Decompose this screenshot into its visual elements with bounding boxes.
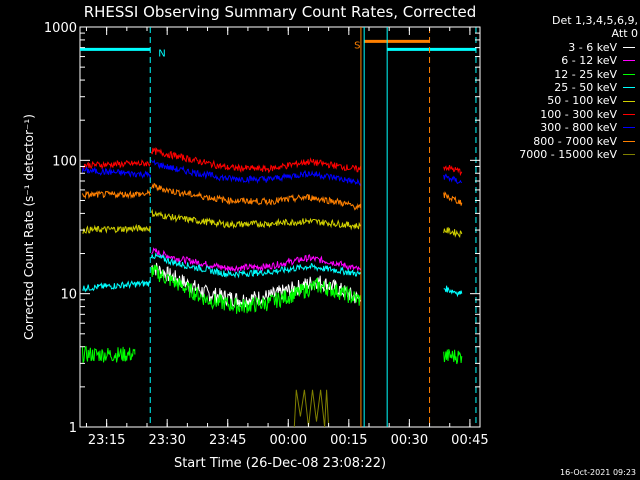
legend-entry-label: 50 - 100 keV bbox=[547, 94, 617, 108]
series-line-2-seg-2 bbox=[443, 349, 463, 365]
series-line-8-seg-0 bbox=[293, 389, 330, 428]
legend-swatch bbox=[623, 127, 635, 129]
y-tick-label-1: 10 bbox=[60, 288, 77, 303]
chart-title: RHESSI Observing Summary Count Rates, Co… bbox=[84, 3, 477, 21]
series-line-6-seg-1 bbox=[150, 159, 361, 187]
legend-entry-label: 100 - 300 keV bbox=[540, 107, 617, 121]
series-line-5-seg-2 bbox=[443, 164, 463, 177]
legend-swatch bbox=[623, 73, 635, 75]
x-tick-label-3: 00:00 bbox=[270, 433, 307, 448]
legend-swatch bbox=[623, 100, 635, 102]
x-tick-label-6: 00:45 bbox=[451, 433, 488, 448]
legend-entry-label: 6 - 12 keV bbox=[561, 54, 617, 68]
legend-swatch bbox=[623, 154, 635, 156]
legend-entry: 3 - 6 keV bbox=[480, 41, 638, 54]
series-line-5-seg-1 bbox=[150, 147, 361, 174]
flag-label-s: S bbox=[354, 40, 360, 51]
series-line-4-seg-1 bbox=[150, 208, 361, 231]
x-tick-label-4: 00:15 bbox=[330, 433, 367, 448]
legend-swatch bbox=[623, 47, 635, 49]
legend-entry-label: 3 - 6 keV bbox=[568, 40, 617, 54]
x-tick-label-2: 23:45 bbox=[209, 433, 246, 448]
legend-entry: 6 - 12 keV bbox=[480, 54, 638, 67]
series-line-0-seg-0 bbox=[151, 262, 361, 308]
legend: Det 1,3,4,5,6,9, Att 0 3 - 6 keV 6 - 12 k… bbox=[480, 14, 638, 161]
legend-swatch bbox=[623, 87, 635, 89]
legend-entry: 800 - 7000 keV bbox=[480, 135, 638, 148]
legend-swatch bbox=[623, 140, 635, 142]
legend-entry-label: 800 - 7000 keV bbox=[533, 134, 617, 148]
legend-entry: 100 - 300 keV bbox=[480, 108, 638, 121]
series-line-5-seg-0 bbox=[82, 159, 151, 170]
series-line-2-seg-1 bbox=[150, 264, 361, 314]
x-tick-label-1: 23:30 bbox=[148, 433, 185, 448]
x-tick-label-0: 23:15 bbox=[88, 433, 125, 448]
x-tick-label-5: 00:30 bbox=[391, 433, 428, 448]
plot-frame bbox=[79, 26, 481, 428]
legend-swatch bbox=[623, 60, 635, 62]
legend-header-line-2: Att 0 bbox=[611, 27, 638, 41]
legend-entry-label: 25 - 50 keV bbox=[554, 81, 617, 95]
y-tick-label-3: 1000 bbox=[44, 21, 77, 36]
legend-entry: 25 - 50 keV bbox=[480, 81, 638, 94]
legend-entry: 50 - 100 keV bbox=[480, 94, 638, 107]
series-line-6-seg-2 bbox=[443, 173, 463, 185]
series-line-3-seg-1 bbox=[150, 253, 361, 279]
y-tick-label-2: 100 bbox=[52, 154, 77, 169]
x-axis-label: Start Time (26-Dec-08 23:08:22) bbox=[174, 456, 386, 471]
y-tick-label-0: 1 bbox=[69, 421, 77, 436]
series-line-3-seg-0 bbox=[82, 279, 151, 293]
series-line-3-seg-2 bbox=[443, 285, 463, 298]
series-line-1-seg-0 bbox=[151, 247, 361, 274]
series-line-7-seg-0 bbox=[81, 189, 151, 200]
series-line-4-seg-0 bbox=[82, 223, 151, 234]
series-line-7-seg-2 bbox=[443, 191, 463, 206]
series-line-6-seg-0 bbox=[81, 166, 151, 179]
flag-label-n: N bbox=[158, 48, 165, 59]
series-line-2-seg-0 bbox=[81, 346, 136, 365]
series-line-7-seg-1 bbox=[150, 182, 361, 211]
legend-entry-label: 300 - 800 keV bbox=[540, 121, 617, 135]
y-axis-label: Corrected Count Rate (s⁻¹ detector⁻¹) bbox=[22, 114, 36, 340]
generation-timestamp: 16-Oct-2021 09:23 bbox=[560, 468, 636, 477]
legend-entry-label: 7000 - 15000 keV bbox=[519, 148, 617, 162]
legend-entry: 7000 - 15000 keV bbox=[480, 148, 638, 161]
legend-entry: 12 - 25 keV bbox=[480, 68, 638, 81]
legend-swatch bbox=[623, 114, 635, 116]
legend-header-line-1: Det 1,3,4,5,6,9, bbox=[551, 14, 638, 27]
legend-entry-label: 12 - 25 keV bbox=[554, 67, 617, 81]
legend-entry: 300 - 800 keV bbox=[480, 121, 638, 134]
series-line-4-seg-2 bbox=[443, 226, 463, 239]
